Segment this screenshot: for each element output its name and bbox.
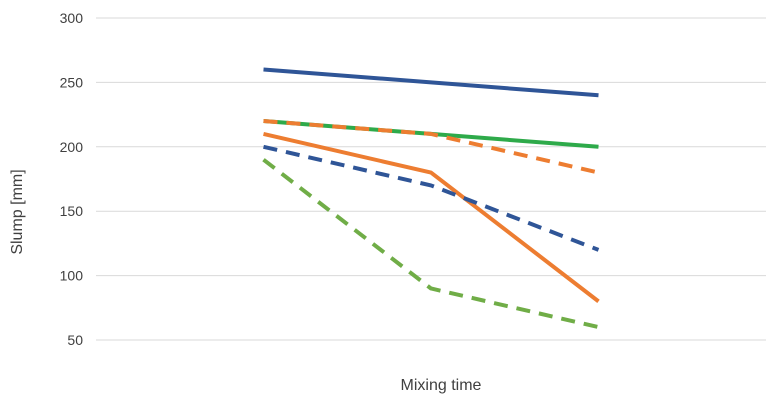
y-tick-labels: 50 100 150 200 250 300 — [60, 10, 84, 348]
series-lines — [262, 67, 600, 330]
y-tick-label: 150 — [60, 203, 84, 219]
gridlines — [96, 17, 766, 341]
y-tick-label: 200 — [60, 139, 84, 155]
y-tick-label: 100 — [60, 268, 84, 284]
series-line-5 — [263, 144, 600, 252]
series-line-1 — [263, 67, 599, 98]
x-axis-title: Mixing time — [401, 377, 482, 394]
y-tick-label: 50 — [67, 332, 83, 348]
series-line-6 — [262, 158, 599, 330]
series-line-4 — [263, 131, 600, 303]
y-tick-label: 250 — [60, 74, 84, 90]
y-tick-label: 300 — [60, 10, 84, 26]
series-line-3 — [263, 119, 599, 175]
y-axis-title: Slump [mm] — [9, 169, 26, 254]
